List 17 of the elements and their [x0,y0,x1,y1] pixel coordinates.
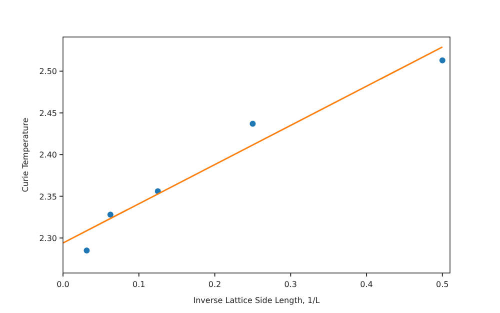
y-tick-label: 2.45 [39,108,57,118]
y-tick-label: 2.30 [39,234,57,243]
point [84,247,90,254]
x-tick-label: 0.2 [208,280,222,289]
x-axis-title: Inverse Lattice Side Length, 1/L [193,296,320,305]
x-tick-label: 0.5 [436,280,449,289]
x-tick-label: 0.3 [284,280,298,289]
y-axis-title: Curie Temperature [21,118,30,192]
x-tick-label: 0.4 [360,280,373,289]
point [439,57,446,64]
x-tick-label: 0.0 [56,280,70,289]
y-tick-label: 2.40 [39,150,57,160]
y-tick-label: 2.35 [39,192,57,202]
x-tick-label: 0.1 [132,280,146,289]
y-tick-label: 2.50 [39,67,57,76]
point [250,120,256,127]
point [107,212,114,218]
